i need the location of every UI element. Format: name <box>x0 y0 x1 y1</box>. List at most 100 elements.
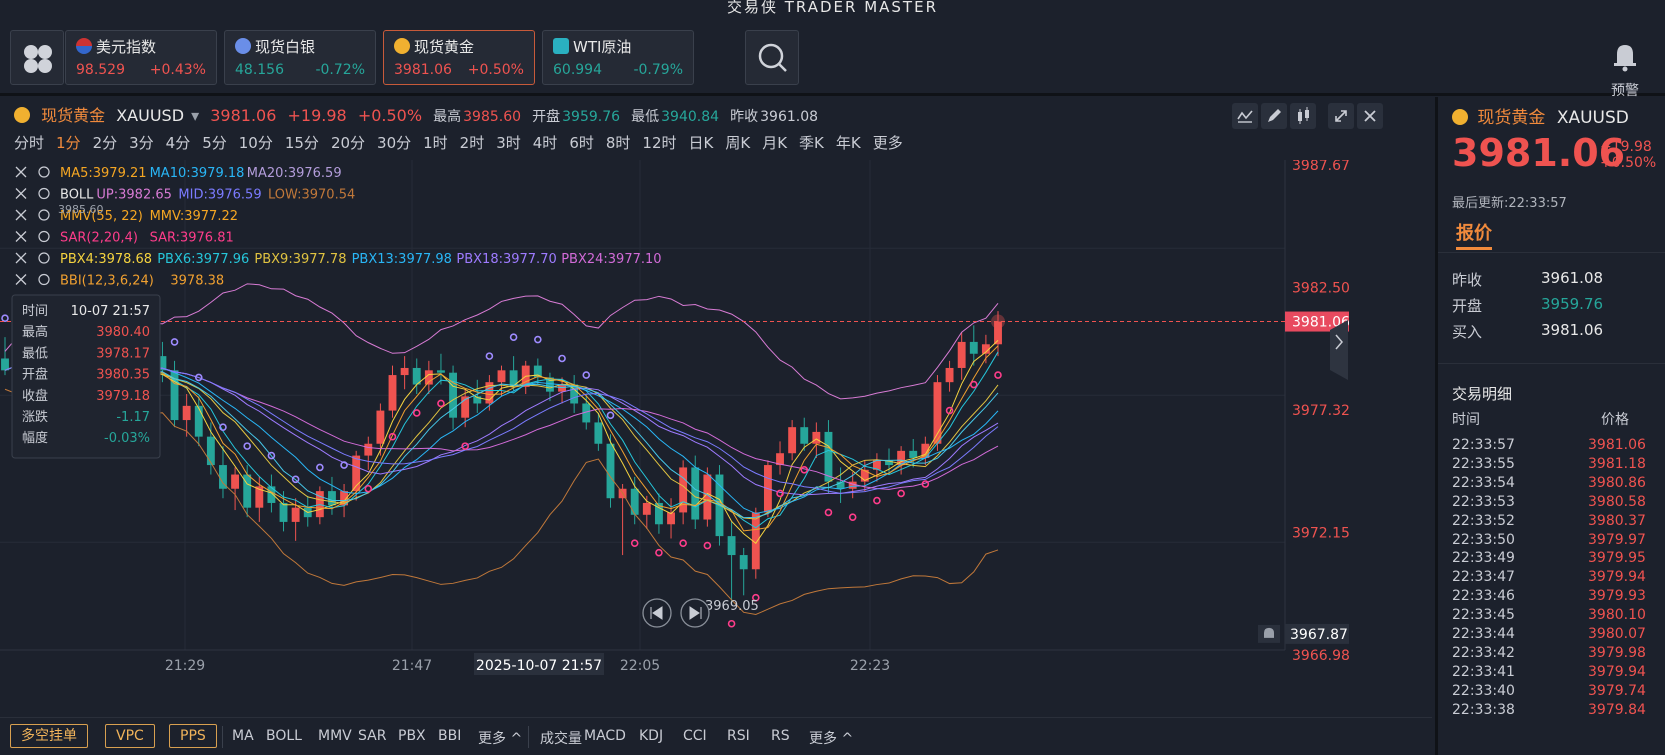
main-indicator-4[interactable]: PBX <box>398 728 426 744</box>
alert-button[interactable]: 预警 <box>1600 34 1650 99</box>
stat-open: 3959.76 <box>562 109 621 125</box>
menu-grid-button[interactable] <box>10 30 64 85</box>
sar-dot <box>485 352 494 360</box>
indicator-value: MID:3976.59 <box>178 188 261 203</box>
remove-indicator-icon[interactable] <box>15 252 27 264</box>
tooltip-label: 幅度 <box>22 430 48 446</box>
quote-card-silver[interactable]: 现货白银 48.156 -0.72% <box>224 30 376 85</box>
long-short-orders-button[interactable]: 多空挂单 <box>10 724 88 748</box>
sub-indicator-3[interactable]: CCI <box>683 728 707 744</box>
symbol-code[interactable]: XAUUSD <box>116 106 185 125</box>
symbol-name[interactable]: 现货黄金 <box>41 106 106 125</box>
vpc-button[interactable]: VPC <box>105 724 155 748</box>
indicator-settings-icon[interactable] <box>38 166 50 178</box>
crosshair-time-label: 2025-10-07 21:57 <box>476 658 602 674</box>
tab-quote[interactable]: 报价 <box>1456 223 1492 244</box>
timeframe-0[interactable]: 分时 <box>14 134 45 152</box>
indicator-settings-icon[interactable] <box>38 273 50 286</box>
candle <box>582 403 591 423</box>
timeframe-6[interactable]: 10分 <box>238 134 273 152</box>
timeframe-19[interactable]: 月K <box>762 134 788 152</box>
quote-card-wti-oil[interactable]: WTI原油 60.994 -0.79% <box>542 30 694 85</box>
sub-indicator-5[interactable]: RS <box>771 728 790 744</box>
indicator-settings-icon[interactable] <box>38 209 50 221</box>
app-title: 交易侠 TRADER MASTER <box>726 0 938 16</box>
indicator-value: 3978.38 <box>170 274 224 289</box>
main-indicator-2[interactable]: MMV <box>318 728 352 744</box>
sub-indicator-6[interactable]: 更多 ^ <box>809 731 854 747</box>
expand-button[interactable] <box>1328 103 1354 129</box>
timeframe-20[interactable]: 季K <box>799 134 824 152</box>
indicator-settings-icon[interactable] <box>38 252 50 264</box>
timeframe-2[interactable]: 2分 <box>92 134 118 152</box>
symbol-header: 现货黄金 XAUUSD ▾ 3981.06 +19.98 +0.50% 最高 39… <box>14 102 824 126</box>
symbol-dropdown-icon[interactable]: ▾ <box>191 106 200 125</box>
timeframe-15[interactable]: 8时 <box>605 134 631 152</box>
trade-time: 22:33:57 <box>1452 437 1515 453</box>
main-indicator-1[interactable]: BOLL <box>266 728 302 744</box>
tooltip-value: 3979.18 <box>96 389 150 404</box>
candle <box>570 384 579 404</box>
expand-panel-tab[interactable] <box>1330 320 1348 380</box>
timeframe-7[interactable]: 15分 <box>284 134 319 152</box>
remove-indicator-icon[interactable] <box>15 231 27 242</box>
indicator-extra: 3985.60 <box>58 203 104 216</box>
panel-updated: 最后更新:22:33:57 <box>1452 196 1567 211</box>
main-indicator-3[interactable]: SAR <box>358 728 387 744</box>
sub-indicator-1[interactable]: MACD <box>584 728 626 744</box>
indicator-settings-icon[interactable] <box>38 230 50 243</box>
timeframe-16[interactable]: 12时 <box>642 134 677 152</box>
remove-indicator-icon[interactable] <box>15 188 27 199</box>
main-indicator-5[interactable]: BBI <box>438 728 462 744</box>
timeframe-21[interactable]: 年K <box>835 134 861 152</box>
timeframe-12[interactable]: 3时 <box>496 134 521 152</box>
timeframe-10[interactable]: 1时 <box>423 134 448 152</box>
sub-indicator-0[interactable]: 成交量 <box>540 731 582 747</box>
quote-card-gold[interactable]: 现货黄金 3981.06 +0.50% <box>383 30 535 85</box>
timeframe-14[interactable]: 6时 <box>569 134 594 152</box>
main-indicator-0[interactable]: MA <box>232 728 254 744</box>
remove-indicator-icon[interactable] <box>15 166 27 178</box>
timeframe-9[interactable]: 30分 <box>377 134 412 152</box>
timeframe-22[interactable]: 更多 <box>872 134 903 152</box>
trade-price: 3980.07 <box>1588 626 1646 642</box>
timeframe-1[interactable]: 1分 <box>56 134 81 152</box>
timeframe-5[interactable]: 5分 <box>202 134 227 152</box>
candle <box>182 405 191 421</box>
timeframe-11[interactable]: 2时 <box>459 134 485 152</box>
close-chart-button[interactable] <box>1357 103 1383 129</box>
main-indicator-6[interactable]: 更多 ^ <box>478 731 523 747</box>
remove-indicator-icon[interactable] <box>15 209 27 221</box>
oil-icon <box>553 38 569 54</box>
indicator-tool-button[interactable] <box>1232 103 1258 129</box>
alert-label: 预警 <box>1611 83 1639 99</box>
indicator-value: PBX24:3977.10 <box>561 252 661 267</box>
timeframe-8[interactable]: 20分 <box>330 134 366 152</box>
quote-card-usd-index[interactable]: 美元指数 98.529 +0.43% <box>65 30 217 85</box>
candle <box>981 344 990 354</box>
trade-time: 22:33:46 <box>1452 588 1515 605</box>
timeframe-3[interactable]: 3分 <box>129 134 154 152</box>
chart-type-button[interactable] <box>1290 103 1316 129</box>
draw-tool-button[interactable] <box>1261 103 1287 129</box>
timeframe-17[interactable]: 日K <box>688 134 714 152</box>
timeframe-13[interactable]: 4时 <box>532 134 558 152</box>
ma-line <box>4 357 999 520</box>
symbol-change-pct: +0.50% <box>357 106 423 125</box>
timeframe-18[interactable]: 周K <box>725 134 751 152</box>
stat-open-value: 3959.76 <box>1541 295 1604 313</box>
tab-underline <box>1456 247 1492 250</box>
trade-time: 22:33:55 <box>1452 455 1515 472</box>
pps-button[interactable]: PPS <box>169 724 217 748</box>
indicator-settings-icon[interactable] <box>38 187 50 200</box>
quote-price: 3981.06 <box>394 62 452 78</box>
search-button[interactable] <box>745 30 799 85</box>
candlestick-chart[interactable]: 3987.67 3982.50 3977.32 3972.15 3966.98 3981.… <box>0 160 1432 740</box>
sar-dot <box>994 371 1002 379</box>
remove-indicator-icon[interactable] <box>15 274 27 285</box>
candle <box>255 486 264 508</box>
sar-dot <box>630 539 639 548</box>
sub-indicator-2[interactable]: KDJ <box>639 728 664 744</box>
sub-indicator-4[interactable]: RSI <box>727 728 750 744</box>
timeframe-4[interactable]: 4分 <box>165 134 191 152</box>
